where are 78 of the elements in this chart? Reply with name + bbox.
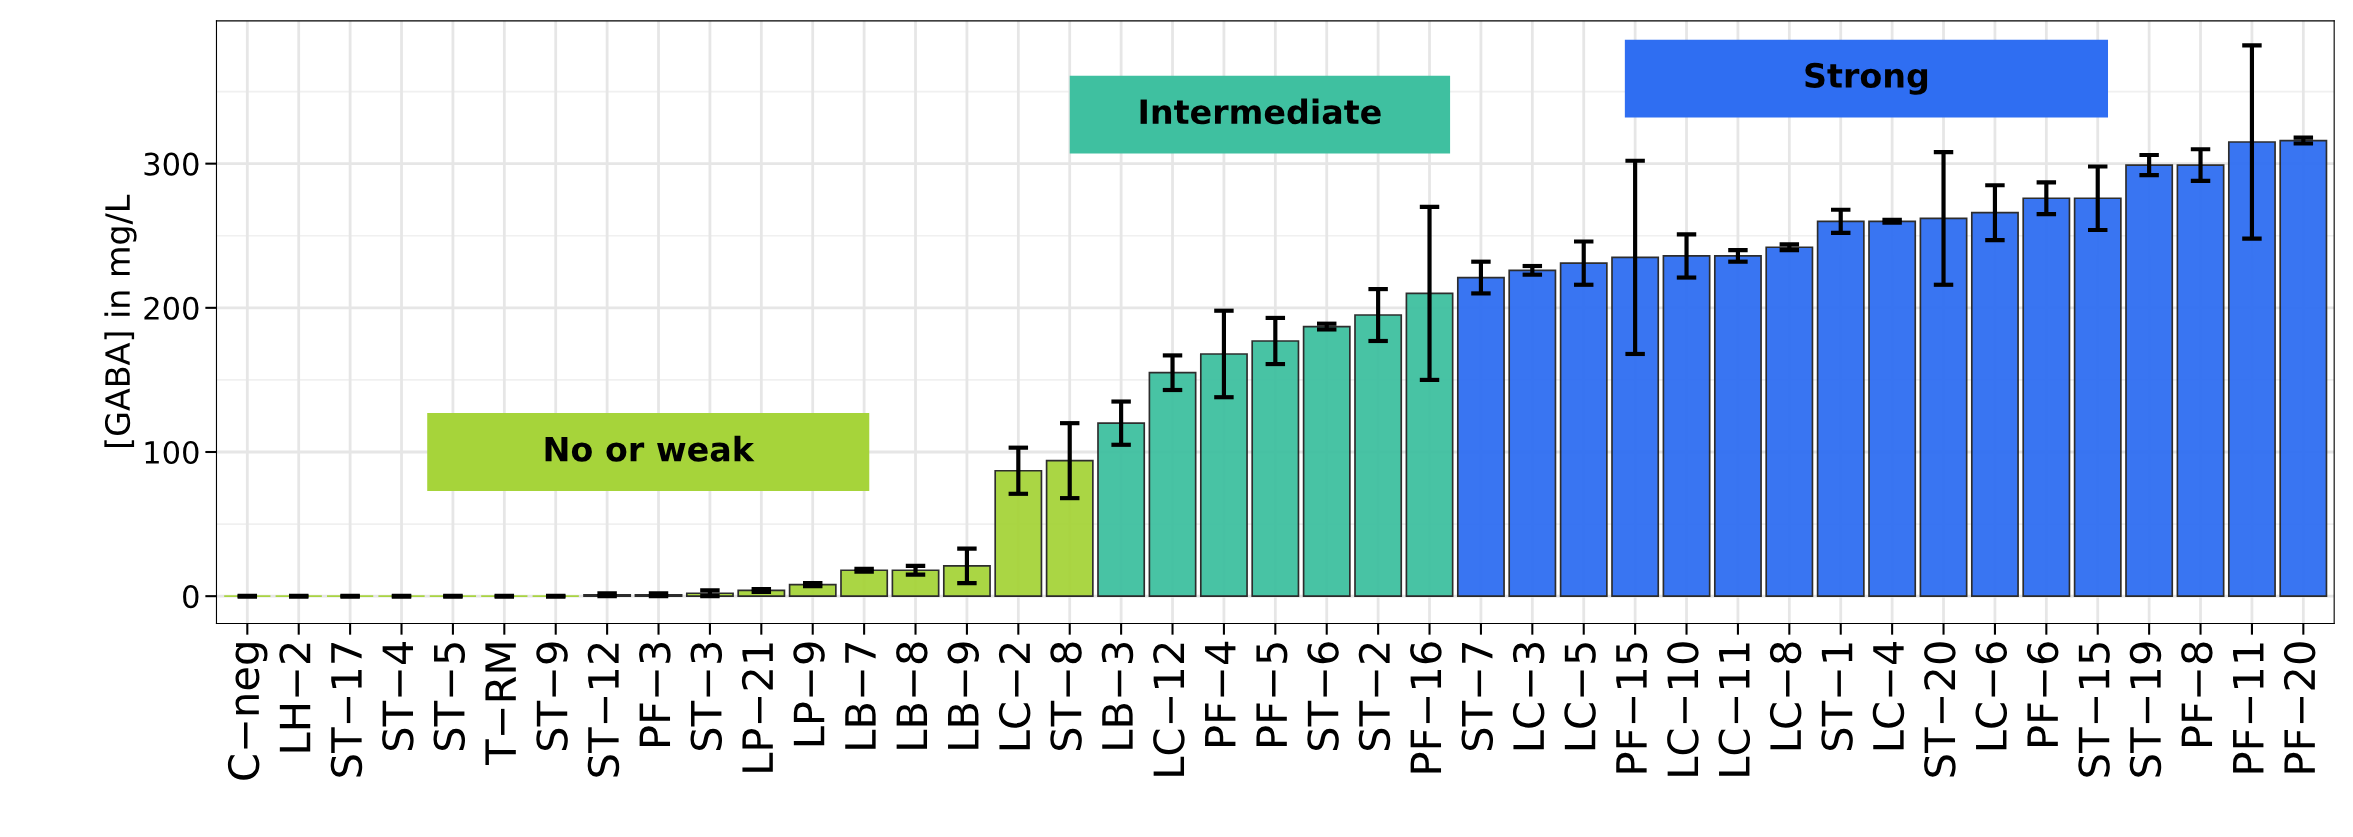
bar <box>1662 255 1711 598</box>
bar <box>1765 246 1814 598</box>
y-tick-label: 200 <box>144 296 199 320</box>
x-tick-label: ST−4 <box>382 641 414 751</box>
bar <box>1559 262 1608 598</box>
x-tick-label: PF−3 <box>639 642 671 746</box>
x-tick-label: PF−5 <box>1256 643 1288 746</box>
x-tick-label: LH−2 <box>279 643 311 752</box>
x-tick-label: LC−2 <box>998 643 1031 750</box>
x-tick-label: LC−3 <box>1512 642 1545 750</box>
bar <box>1302 325 1351 598</box>
x-tick-label: PF−20 <box>2283 642 2316 773</box>
bar <box>2125 164 2174 598</box>
bar <box>1354 314 1403 598</box>
x-tick-label: PF−4 <box>1205 641 1236 746</box>
x-tick-label: ST−15 <box>2078 643 2110 777</box>
bar <box>2022 197 2071 598</box>
x-tick-label: ST−19 <box>2129 642 2162 777</box>
x-tick-label: ST−20 <box>1924 642 1956 777</box>
x-tick-label: LC−11 <box>1718 643 1751 776</box>
x-tick-label: PF−15 <box>1616 643 1648 773</box>
bar <box>788 583 837 598</box>
bar <box>1405 292 1454 598</box>
bar <box>2279 139 2328 598</box>
x-tick-label: ST−7 <box>1461 643 1494 751</box>
x-tick-label: LB−9 <box>947 642 980 749</box>
bar <box>1611 256 1660 598</box>
x-tick-label: LC−6 <box>1975 642 2008 750</box>
y-tick-label: 300 <box>144 152 199 176</box>
x-tick-label: ST−6 <box>1307 642 1339 751</box>
x-tick-label: T−RM <box>485 643 516 765</box>
x-tick-label: ST−5 <box>433 643 466 751</box>
x-tick-label: ST−3 <box>690 642 723 751</box>
x-tick-label: LP−9 <box>793 642 825 746</box>
bar <box>1868 220 1917 598</box>
bar <box>1456 276 1505 598</box>
bar <box>1919 217 1968 598</box>
x-tick-label: PF−16 <box>1410 642 1442 773</box>
bar <box>1816 220 1865 598</box>
bar <box>994 469 1043 598</box>
y-tick-label: 100 <box>145 440 199 465</box>
x-tick-label: LB−8 <box>896 642 928 749</box>
x-tick-label: LB−7 <box>845 643 876 749</box>
bar <box>1251 340 1300 598</box>
x-tick-label: ST−17 <box>330 643 363 777</box>
bar <box>840 569 889 598</box>
bar <box>1970 211 2019 598</box>
bar <box>2176 164 2225 598</box>
x-tick-label: C−neg <box>227 643 268 780</box>
y-axis-title: [GABA] in mg/L <box>104 194 137 448</box>
annotation: Intermediate <box>1140 98 1381 125</box>
bar <box>1097 422 1146 598</box>
bar <box>1508 269 1557 598</box>
bar <box>891 569 940 598</box>
annotation: Strong <box>1805 62 1928 95</box>
x-tick-label: ST−8 <box>1050 642 1082 751</box>
x-tick-label: LC−12 <box>1153 643 1185 776</box>
x-tick-label: LB−3 <box>1101 642 1134 749</box>
bar <box>1148 371 1197 598</box>
x-tick-label: LP−21 <box>741 643 773 772</box>
x-tick-label: LC−5 <box>1564 643 1596 750</box>
bar <box>2227 141 2276 598</box>
y-tick-label: 0 <box>183 585 199 609</box>
x-tick-label: ST−2 <box>1358 643 1391 751</box>
bar <box>2073 197 2122 598</box>
x-tick-label: PF−6 <box>2026 642 2059 746</box>
x-tick-label: ST−1 <box>1821 643 1853 751</box>
x-tick-label: PF−11 <box>2233 643 2264 773</box>
x-tick-label: PF−8 <box>2181 642 2213 746</box>
x-tick-label: LC−10 <box>1667 642 1699 776</box>
annotation: No or weak <box>545 435 755 462</box>
bar <box>1199 353 1248 598</box>
bar <box>1713 255 1762 598</box>
x-tick-label: LC−4 <box>1872 641 1905 750</box>
x-tick-label: ST−9 <box>536 642 568 751</box>
x-tick-label: LC−8 <box>1769 642 1802 750</box>
bar <box>1045 459 1094 598</box>
x-tick-label: ST−12 <box>587 643 620 777</box>
